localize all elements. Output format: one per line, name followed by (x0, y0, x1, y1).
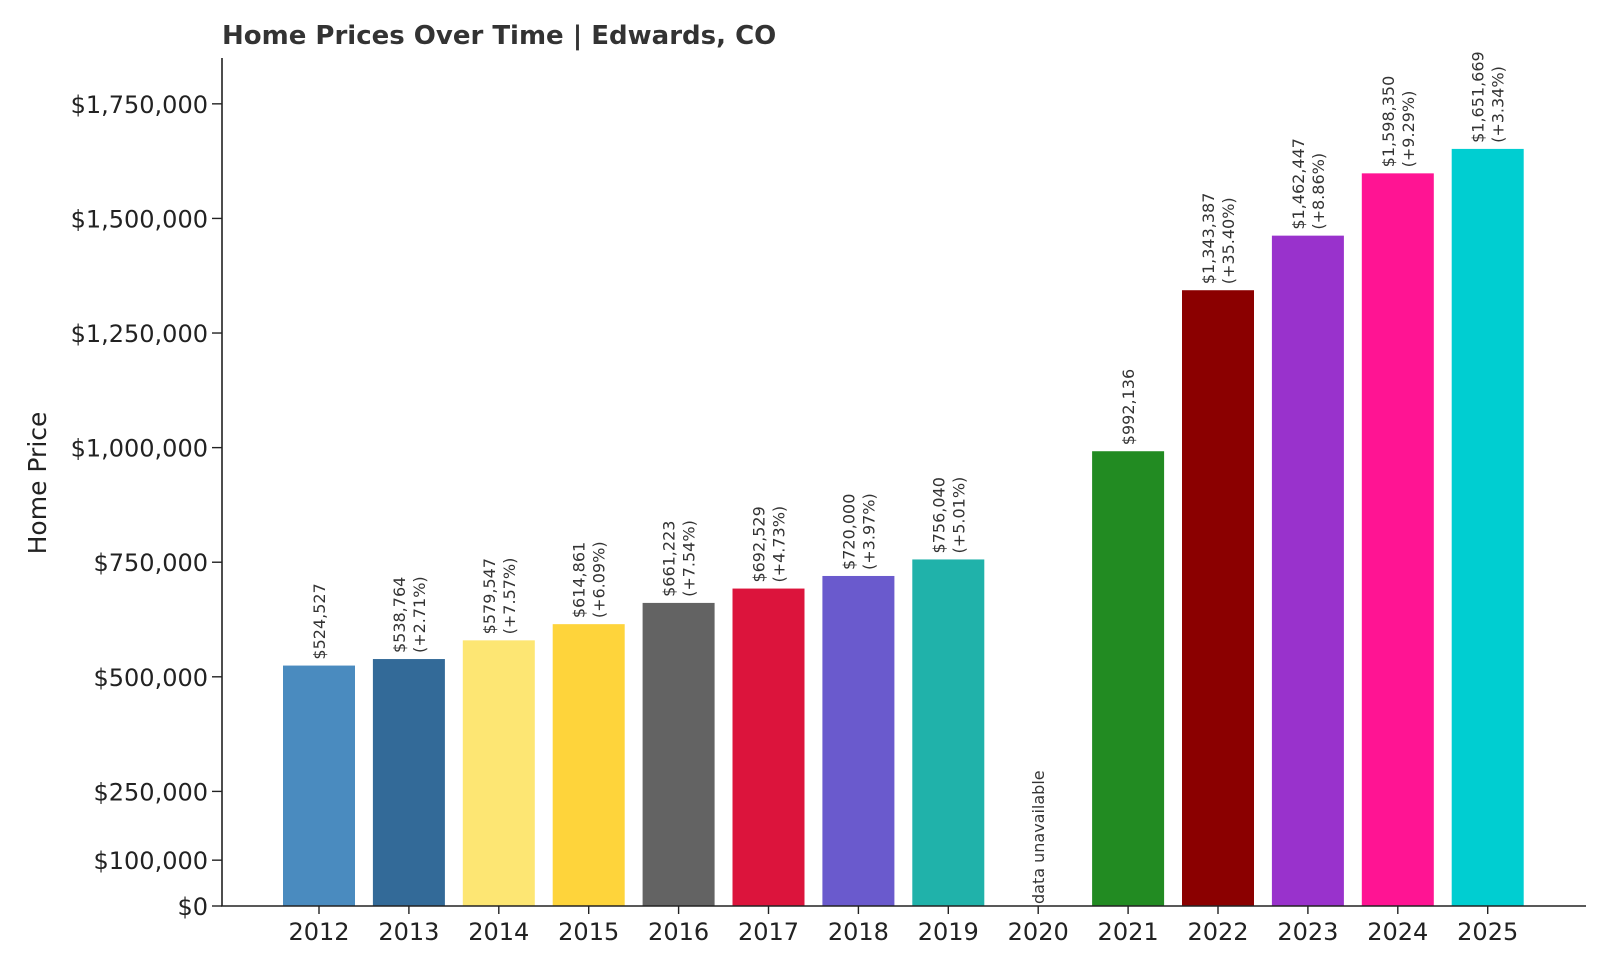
y-axis-ticks: $0 $100,000 $250,000 $500,000 $750,000 $1,000… (71, 91, 222, 921)
x-tick-label: 2016 (648, 918, 709, 946)
bar-2025 (1451, 148, 1524, 906)
x-tick-label: 2017 (738, 918, 799, 946)
x-tick-label: 2014 (468, 918, 529, 946)
change-label: (+9.29%) (1399, 91, 1418, 168)
value-label: $1,462,447 (1289, 138, 1308, 230)
change-label: (+4.73%) (770, 506, 789, 583)
bar-2014 (462, 640, 535, 906)
y-tick-label: $1,500,000 (71, 205, 208, 233)
change-label: (+8.86%) (1309, 153, 1328, 230)
bar-2024 (1361, 173, 1434, 906)
bar-2017 (732, 588, 805, 906)
bar-labels: $524,527 $538,764 (+2.71%) $579,547 (+7.57%)… (310, 51, 1508, 904)
chart-title: Home Prices Over Time | Edwards, CO (222, 21, 776, 51)
y-tick-label: $0 (177, 893, 208, 921)
x-tick-label: 2013 (378, 918, 439, 946)
change-label: (+7.57%) (500, 558, 519, 635)
bar-2015 (552, 624, 625, 906)
bar-2018 (822, 575, 895, 906)
change-label: (+2.71%) (410, 576, 429, 653)
value-label: $720,000 (839, 494, 858, 570)
bar-2021 (1092, 451, 1165, 906)
y-axis-label: Home Price (23, 412, 52, 555)
bar-2012 (283, 665, 355, 906)
y-tick-label: $250,000 (93, 778, 208, 806)
bar-2022 (1182, 290, 1254, 906)
y-tick-label: $750,000 (93, 549, 208, 577)
change-label: (+5.01%) (949, 477, 968, 554)
x-tick-label: 2020 (1008, 918, 1069, 946)
y-tick-label: $1,250,000 (71, 320, 208, 348)
value-label: $1,598,350 (1379, 76, 1398, 168)
y-tick-label: $1,750,000 (71, 91, 208, 119)
change-label: (+6.09%) (590, 541, 609, 618)
change-label: (+35.40%) (1219, 197, 1238, 284)
y-tick-label: $500,000 (93, 664, 208, 692)
value-label: $661,223 (660, 521, 679, 597)
bar-2013 (372, 659, 445, 906)
bar-2019 (912, 559, 985, 906)
change-label: (+7.54%) (680, 520, 699, 597)
bars (283, 148, 1524, 906)
value-label: $524,527 (310, 583, 329, 659)
x-tick-label: 2022 (1187, 918, 1248, 946)
x-tick-label: 2025 (1457, 918, 1518, 946)
missing-data-label: data unavailable (1029, 770, 1048, 904)
value-label: $756,040 (929, 477, 948, 553)
value-label: $1,651,669 (1469, 51, 1488, 143)
value-label: $614,861 (570, 542, 589, 618)
bar-2016 (642, 602, 715, 906)
value-label: $538,764 (390, 577, 409, 653)
x-tick-label: 2021 (1098, 918, 1159, 946)
value-label: $579,547 (480, 558, 499, 634)
x-tick-label: 2019 (918, 918, 979, 946)
x-tick-label: 2015 (558, 918, 619, 946)
value-label: $1,343,387 (1199, 193, 1218, 285)
bar-2023 (1271, 235, 1344, 906)
value-label: $692,529 (750, 506, 769, 582)
y-tick-label: $100,000 (93, 847, 208, 875)
x-axis-ticks: 2012 2013 2014 2015 2016 2017 2018 2019 2020 2021… (288, 906, 1518, 946)
x-tick-label: 2023 (1277, 918, 1338, 946)
x-tick-label: 2012 (288, 918, 349, 946)
x-tick-label: 2018 (828, 918, 889, 946)
value-label: $992,136 (1119, 369, 1138, 445)
x-tick-label: 2024 (1367, 918, 1428, 946)
y-tick-label: $1,000,000 (71, 435, 208, 463)
change-label: (+3.97%) (859, 493, 878, 570)
change-label: (+3.34%) (1489, 66, 1508, 143)
